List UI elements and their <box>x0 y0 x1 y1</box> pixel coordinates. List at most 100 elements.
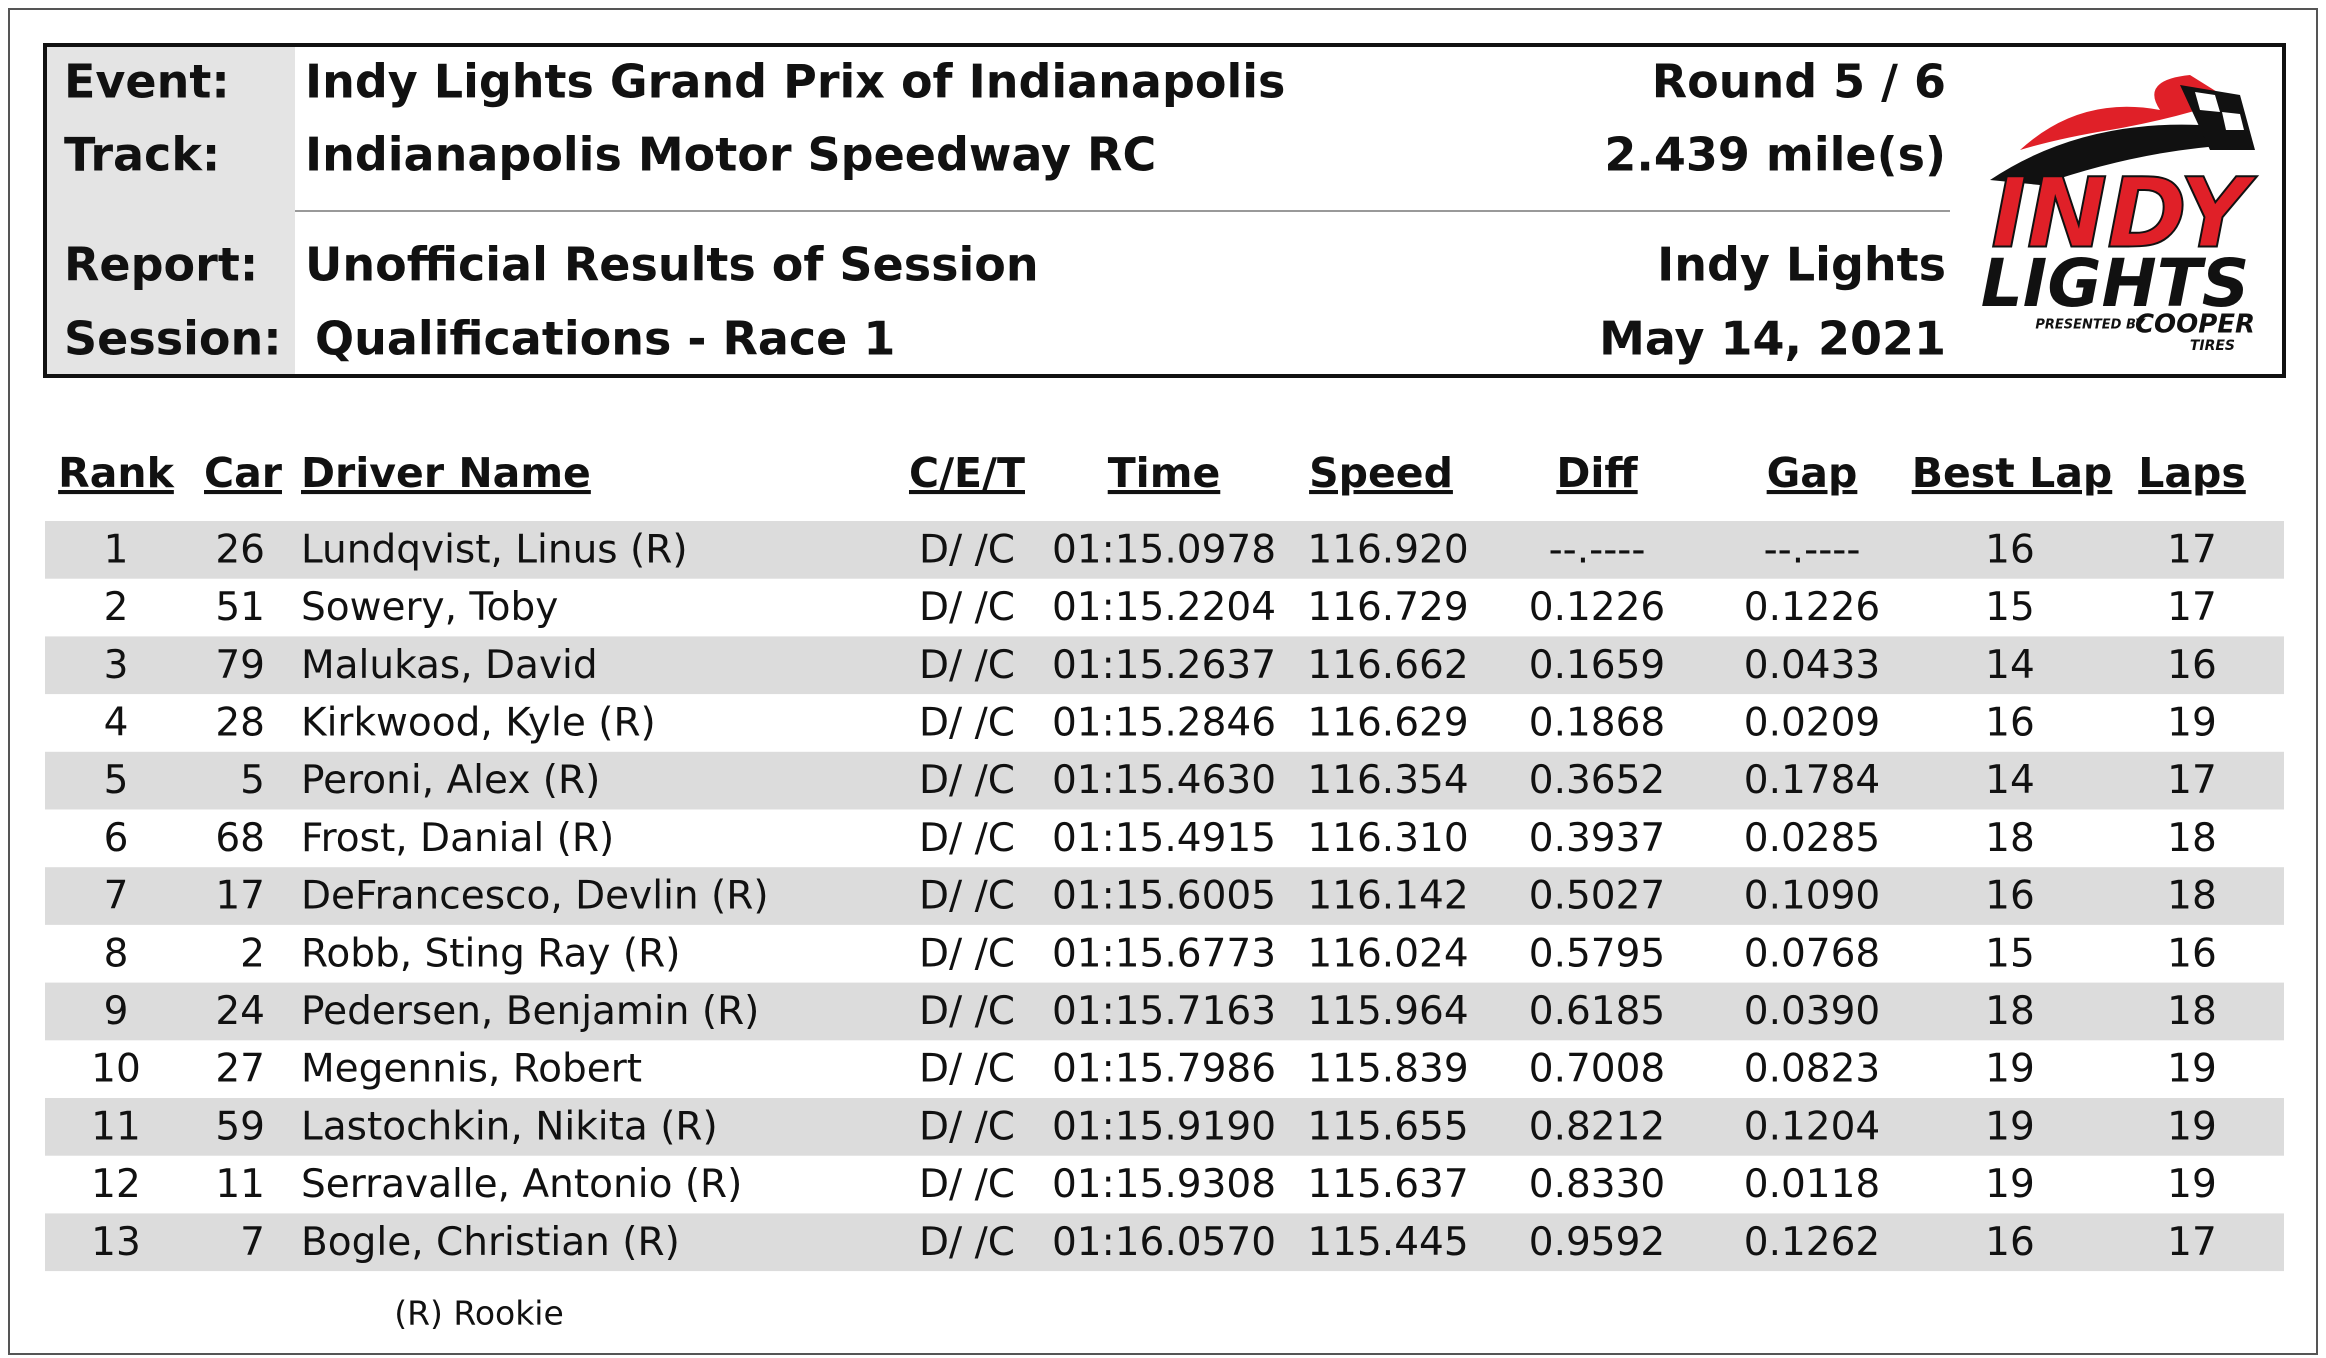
table-cell: 01:15.2846 <box>1052 700 1276 745</box>
table-cell: 4 <box>104 700 129 745</box>
table-cell: 01:15.6005 <box>1052 874 1276 919</box>
table-cell: 0.0433 <box>1744 643 1880 688</box>
row-stripe <box>45 1098 2284 1156</box>
table-cell: D/ /C <box>919 1047 1015 1092</box>
row-stripe <box>45 982 2284 1041</box>
table-cell: 6 <box>104 816 129 861</box>
table-cell: 13 <box>91 1220 141 1265</box>
table-cell: 01:15.4630 <box>1052 758 1276 803</box>
header-right: Indy Lights <box>1657 238 1946 292</box>
table-cell: D/ /C <box>919 989 1015 1034</box>
table-cell: 26 <box>215 527 265 572</box>
table-cell: 0.0209 <box>1744 700 1880 745</box>
table-cell: 0.8212 <box>1529 1104 1665 1149</box>
table-cell: 01:15.2637 <box>1052 643 1276 688</box>
table-cell: 5 <box>104 758 129 803</box>
header-label: Track: <box>64 128 220 182</box>
table-cell: Serravalle, Antonio (R) <box>301 1162 742 1207</box>
table-cell: 0.3652 <box>1529 758 1665 803</box>
table-cell: 01:15.2204 <box>1052 585 1276 630</box>
table-cell: 8 <box>104 931 129 976</box>
table-cell: 16 <box>1985 874 2035 919</box>
table-cell: 5 <box>240 758 265 803</box>
table-cell: 116.024 <box>1307 931 1468 976</box>
table-cell: 19 <box>2167 1047 2217 1092</box>
table-cell: 7 <box>240 1220 265 1265</box>
table-cell: 3 <box>104 643 129 688</box>
table-cell: 16 <box>2167 931 2217 976</box>
table-cell: 116.310 <box>1307 816 1468 861</box>
table-cell: Megennis, Robert <box>301 1047 642 1092</box>
table-cell: 0.5795 <box>1529 931 1665 976</box>
header-value: Indy Lights Grand Prix of Indianapolis <box>305 55 1285 109</box>
column-header: Diff <box>1556 449 1638 497</box>
table-cell: Pedersen, Benjamin (R) <box>301 989 759 1034</box>
table-cell: 10 <box>91 1047 141 1092</box>
table-cell: 19 <box>1985 1047 2035 1092</box>
table-cell: 01:15.9308 <box>1052 1162 1276 1207</box>
table-cell: 19 <box>2167 700 2217 745</box>
table-cell: 18 <box>2167 816 2217 861</box>
table-cell: 0.1659 <box>1529 643 1665 688</box>
header-right: Round 5 / 6 <box>1652 55 1946 109</box>
table-cell: 14 <box>1985 758 2035 803</box>
table-cell: 19 <box>2167 1162 2217 1207</box>
table-cell: 79 <box>215 643 265 688</box>
table-cell: 2 <box>240 931 265 976</box>
table-cell: 116.729 <box>1307 585 1468 630</box>
table-cell: Lundqvist, Linus (R) <box>301 527 688 572</box>
table-cell: Frost, Danial (R) <box>301 816 614 861</box>
table-cell: 0.8330 <box>1529 1162 1665 1207</box>
table-cell: 0.1784 <box>1744 758 1880 803</box>
column-header: Time <box>1108 449 1221 497</box>
table-cell: 01:15.7986 <box>1052 1047 1276 1092</box>
table-cell: 17 <box>2167 1220 2217 1265</box>
column-header: Best Lap <box>1912 449 2112 497</box>
table-cell: D/ /C <box>919 527 1015 572</box>
table-cell: 14 <box>1985 643 2035 688</box>
row-stripe <box>45 1213 2284 1272</box>
table-cell: 11 <box>91 1104 141 1149</box>
logo-flag-check <box>2195 92 2244 130</box>
row-stripe <box>45 751 2284 810</box>
logo-indy: INDY <box>1991 157 2257 269</box>
table-cell: 28 <box>215 700 265 745</box>
table-cell: 17 <box>2167 585 2217 630</box>
header-label: Event: <box>64 55 230 109</box>
table-cell: 17 <box>215 874 265 919</box>
table-cell: 59 <box>215 1104 265 1149</box>
table-cell: 115.839 <box>1307 1047 1468 1092</box>
table-cell: 18 <box>1985 989 2035 1034</box>
table-cell: 01:16.0570 <box>1052 1220 1276 1265</box>
table-cell: --.---- <box>1764 527 1861 572</box>
table-cell: 0.3937 <box>1529 816 1665 861</box>
logo-sponsor-sub: TIRES <box>2190 338 2235 354</box>
row-stripe <box>45 521 2284 579</box>
table-cell: D/ /C <box>919 1220 1015 1265</box>
table-cell: 0.0390 <box>1744 989 1880 1034</box>
header-value: Qualifications - Race 1 <box>315 312 895 366</box>
table-cell: 19 <box>1985 1104 2035 1149</box>
table-cell: 115.964 <box>1307 989 1468 1034</box>
table-cell: Lastochkin, Nikita (R) <box>301 1104 718 1149</box>
table-cell: 116.354 <box>1307 758 1468 803</box>
table-cell: D/ /C <box>919 931 1015 976</box>
table-cell: D/ /C <box>919 643 1015 688</box>
table-cell: 17 <box>2167 758 2217 803</box>
table-cell: 01:15.7163 <box>1052 989 1276 1034</box>
table-cell: DeFrancesco, Devlin (R) <box>301 874 769 919</box>
logo-presented: PRESENTED BY <box>2035 318 2146 333</box>
column-header: Speed <box>1309 449 1453 497</box>
column-header: Rank <box>58 449 175 497</box>
table-cell: 115.637 <box>1307 1162 1468 1207</box>
table-cell: Sowery, Toby <box>301 585 558 630</box>
table-cell: D/ /C <box>919 874 1015 919</box>
table-cell: 116.920 <box>1307 527 1468 572</box>
table-cell: 16 <box>1985 527 2035 572</box>
table-cell: 19 <box>2167 1104 2217 1149</box>
table-cell: 27 <box>215 1047 265 1092</box>
table-cell: 116.142 <box>1307 874 1468 919</box>
table-cell: Robb, Sting Ray (R) <box>301 931 680 976</box>
table-cell: 0.5027 <box>1529 874 1665 919</box>
